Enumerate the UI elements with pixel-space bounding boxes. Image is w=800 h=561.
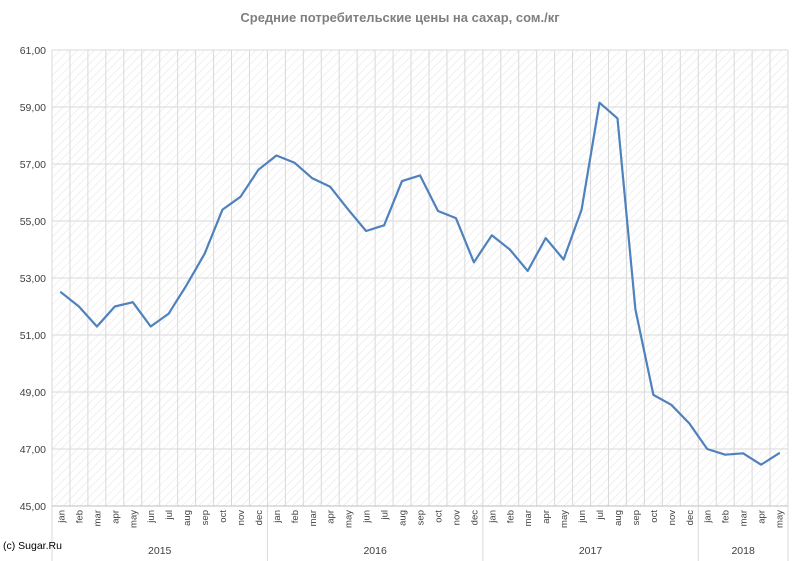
- y-tick-label: 47,00: [20, 444, 46, 456]
- x-tick-label: dec: [254, 510, 265, 526]
- x-tick-label: mar: [739, 510, 750, 526]
- chart-title: Средние потребительские цены на сахар, с…: [240, 10, 560, 25]
- x-tick-label: dec: [469, 510, 480, 526]
- x-tick-label: may: [344, 510, 355, 528]
- x-tick-label: may: [775, 510, 786, 528]
- x-tick-label: mar: [523, 510, 534, 526]
- x-tick-label: mar: [308, 510, 319, 526]
- x-tick-label: jul: [380, 510, 391, 521]
- x-tick-label: mar: [92, 510, 103, 526]
- x-tick-label: feb: [290, 510, 301, 523]
- copyright-text: (c) Sugar.Ru: [3, 540, 62, 552]
- x-tick-label: jul: [164, 510, 175, 521]
- x-tick-label: jan: [703, 510, 714, 524]
- y-tick-label: 57,00: [20, 159, 46, 171]
- x-tick-label: jul: [595, 510, 606, 521]
- x-tick-label: jun: [362, 510, 373, 524]
- y-tick-label: 61,00: [20, 45, 46, 57]
- x-tick-label: apr: [757, 510, 768, 524]
- y-tick-label: 55,00: [20, 216, 46, 228]
- x-tick-label: jan: [487, 510, 498, 524]
- x-tick-label: oct: [649, 510, 660, 523]
- x-tick-label: aug: [398, 510, 409, 526]
- x-tick-label: apr: [326, 510, 337, 524]
- x-tick-label: may: [128, 510, 139, 528]
- x-tick-label: aug: [613, 510, 624, 526]
- year-label: 2017: [579, 545, 603, 557]
- y-tick-label: 49,00: [20, 387, 46, 399]
- year-label: 2018: [731, 545, 755, 557]
- x-tick-label: nov: [236, 510, 247, 526]
- y-axis: 45,00 47,00 49,00 51,00 53,00 55,00 57,00 59,00…: [20, 45, 46, 513]
- x-tick-label: sep: [631, 510, 642, 525]
- x-tick-label: apr: [110, 510, 121, 524]
- x-tick-label: nov: [667, 510, 678, 526]
- x-tick-label: oct: [218, 510, 229, 523]
- x-tick-label: jun: [577, 510, 588, 524]
- x-tick-label: feb: [505, 510, 516, 523]
- x-tick-label: aug: [182, 510, 193, 526]
- y-tick-label: 45,00: [20, 501, 46, 513]
- x-tick-label: jan: [56, 510, 67, 524]
- x-tick-label: apr: [541, 510, 552, 524]
- x-tick-label: sep: [200, 510, 211, 525]
- x-tick-label: oct: [433, 510, 444, 523]
- x-tick-label: nov: [451, 510, 462, 526]
- x-tick-label: jan: [272, 510, 283, 524]
- year-label: 2016: [363, 545, 387, 557]
- y-tick-label: 51,00: [20, 330, 46, 342]
- x-tick-label: jun: [146, 510, 157, 524]
- year-label: 2015: [148, 545, 172, 557]
- series-layer: [59, 101, 781, 466]
- x-tick-label: dec: [685, 510, 696, 526]
- x-tick-label: feb: [74, 510, 85, 523]
- y-tick-label: 53,00: [20, 273, 46, 285]
- x-tick-label: sep: [416, 510, 427, 525]
- x-tick-label: feb: [721, 510, 732, 523]
- x-tick-label: may: [559, 510, 570, 528]
- y-tick-label: 59,00: [20, 102, 46, 114]
- x-axis: jan feb mar apr may jun jul aug sep oct nov dec jan f…: [51, 505, 789, 561]
